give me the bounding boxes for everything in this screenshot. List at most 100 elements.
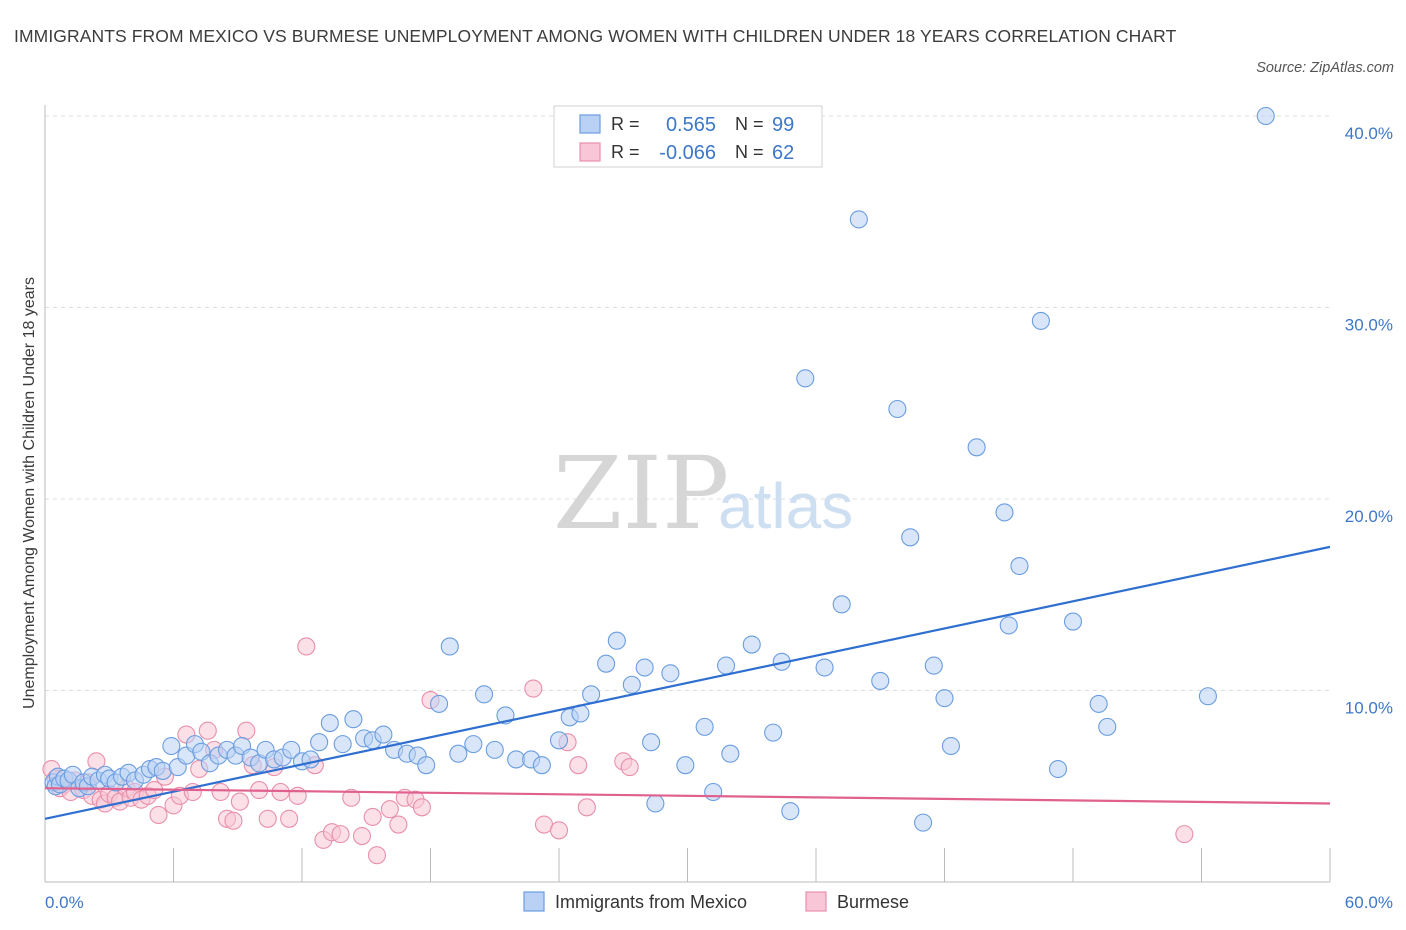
trend-line-mexico	[44, 545, 1331, 820]
data-point-burmese	[389, 815, 408, 834]
data-point-mexico	[1010, 556, 1029, 576]
data-point-mexico	[162, 736, 181, 756]
series-legend: Immigrants from Mexico Burmese	[523, 891, 909, 912]
data-point-mexico	[532, 756, 551, 775]
data-point-mexico	[430, 694, 449, 713]
y-tick-label: 40.0%	[1345, 124, 1393, 143]
data-point-mexico	[153, 761, 172, 780]
grid-lines	[45, 115, 1330, 691]
data-point-mexico	[704, 782, 723, 802]
data-point-mexico	[716, 656, 736, 675]
data-point-mexico	[1089, 694, 1108, 713]
data-point-mexico	[1063, 612, 1083, 631]
data-point-mexico	[344, 710, 363, 729]
legend-r-label-mexico: R =	[611, 114, 640, 134]
legend-label-burmese: Burmese	[837, 892, 909, 912]
data-point-mexico	[646, 794, 665, 813]
data-point-mexico	[995, 503, 1014, 522]
series-mexico-points	[44, 106, 1275, 832]
data-point-mexico	[464, 735, 483, 754]
data-point-burmese	[367, 846, 387, 865]
data-point-mexico	[676, 756, 695, 775]
data-point-burmese	[331, 825, 350, 844]
data-point-mexico	[474, 685, 494, 704]
data-point-mexico	[1198, 687, 1217, 706]
data-point-burmese	[620, 758, 639, 777]
data-point-mexico	[622, 675, 641, 694]
data-point-mexico	[549, 731, 569, 750]
data-point-burmese	[1175, 825, 1194, 844]
x-tick-label: 60.0%	[1345, 893, 1393, 912]
legend-swatch-mexico-bottom	[523, 891, 545, 912]
watermark-atlas: atlas	[718, 470, 853, 542]
legend-n-value-burmese: 62	[772, 142, 794, 164]
data-point-mexico	[440, 637, 459, 656]
data-point-burmese	[549, 821, 569, 840]
data-point-burmese	[288, 786, 307, 805]
data-point-mexico	[1256, 106, 1275, 126]
data-point-burmese	[211, 782, 230, 802]
data-point-burmese	[363, 807, 382, 826]
trend-lines	[44, 545, 1331, 820]
data-point-mexico	[999, 616, 1018, 635]
data-point-mexico	[695, 717, 714, 736]
y-axis-label: Unemployment Among Women with Children U…	[21, 277, 38, 709]
data-point-mexico	[849, 210, 868, 229]
data-point-mexico	[781, 802, 800, 821]
y-tick-label: 10.0%	[1345, 699, 1393, 718]
data-point-mexico	[485, 740, 504, 759]
legend-label-mexico: Immigrants from Mexico	[555, 892, 747, 912]
data-point-mexico	[320, 714, 339, 733]
data-point-mexico	[888, 399, 907, 419]
data-point-mexico	[582, 685, 601, 704]
data-point-burmese	[237, 721, 256, 740]
data-point-burmese	[352, 826, 372, 846]
x-tick-label: 0.0%	[45, 893, 84, 912]
correlation-legend: R = 0.565 N = 99 R = -0.066 N = 62	[553, 105, 823, 168]
legend-r-value-burmese: -0.066	[659, 142, 716, 164]
legend-swatch-burmese-bottom	[805, 891, 827, 912]
data-point-burmese	[230, 792, 249, 811]
axes	[44, 105, 1331, 883]
data-point-mexico	[449, 744, 468, 763]
data-point-mexico	[941, 736, 960, 756]
data-point-mexico	[914, 813, 933, 832]
data-point-burmese	[198, 721, 217, 740]
data-point-burmese	[577, 798, 596, 817]
data-point-burmese	[380, 800, 399, 819]
data-point-mexico	[417, 756, 436, 775]
data-point-mexico	[815, 658, 834, 677]
data-point-mexico	[1048, 759, 1068, 779]
chart-title: IMMIGRANTS FROM MEXICO VS BURMESE UNEMPL…	[14, 26, 1177, 46]
legend-r-label-burmese: R =	[611, 142, 640, 162]
data-point-burmese	[280, 809, 299, 828]
data-point-burmese	[258, 809, 277, 828]
data-point-mexico	[333, 735, 352, 754]
trend-line-burmese	[44, 787, 1331, 805]
watermark-zip: ZIP	[553, 435, 729, 552]
y-tick-label: 30.0%	[1345, 316, 1393, 335]
data-point-mexico	[642, 733, 661, 752]
data-point-mexico	[901, 528, 920, 547]
data-point-mexico	[721, 744, 740, 763]
legend-n-label-burmese: N =	[735, 142, 764, 162]
y-tick-label: 20.0%	[1345, 507, 1393, 526]
tick-labels: 10.0% 20.0% 30.0% 40.0% 0.0% 60.0%	[45, 124, 1393, 912]
legend-swatch-burmese	[579, 142, 601, 162]
data-point-mexico	[935, 689, 954, 708]
data-point-mexico	[635, 658, 654, 677]
data-point-burmese	[412, 798, 431, 817]
data-point-mexico	[796, 369, 815, 388]
data-point-burmese	[524, 679, 543, 698]
data-point-burmese	[569, 756, 588, 775]
data-point-mexico	[764, 723, 783, 742]
data-point-burmese	[342, 788, 361, 807]
legend-n-value-mexico: 99	[772, 114, 794, 136]
legend-swatch-mexico	[579, 114, 601, 134]
legend-r-value-mexico: 0.565	[666, 114, 716, 136]
data-point-mexico	[924, 656, 943, 675]
data-point-mexico	[282, 740, 301, 759]
data-point-mexico	[301, 750, 320, 769]
data-point-mexico	[742, 635, 761, 654]
